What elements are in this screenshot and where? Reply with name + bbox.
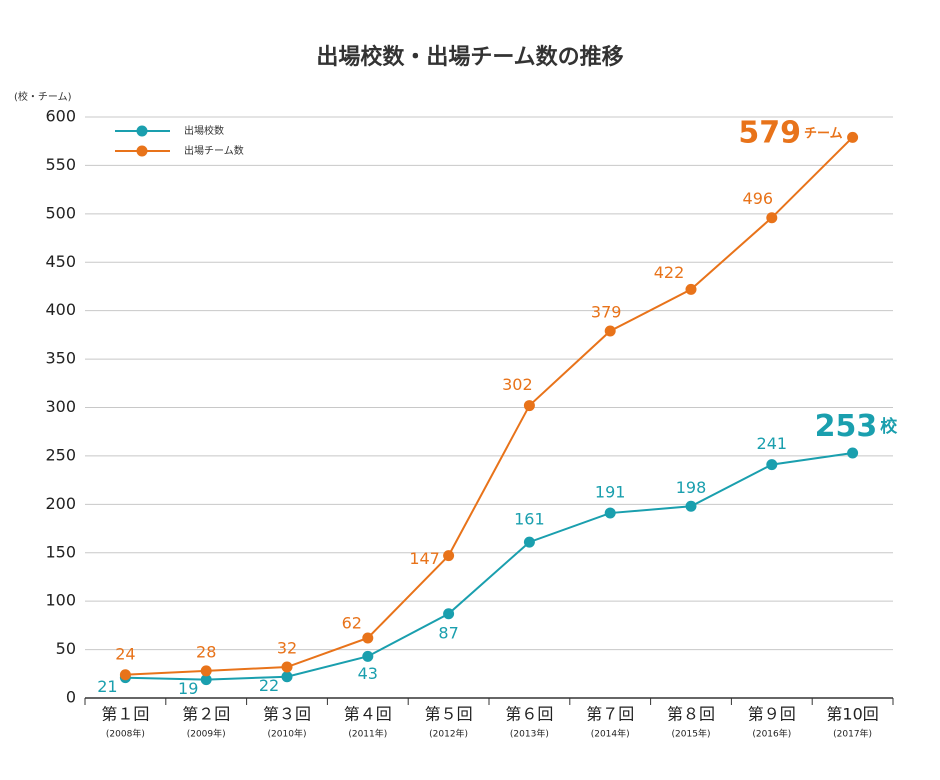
x-tick-label: 第８回 <box>667 705 715 724</box>
x-tick-label: 第９回 <box>748 705 796 724</box>
x-tick-sublabel: (2012年) <box>429 728 468 740</box>
data-label: 579 チーム <box>738 115 842 150</box>
data-label: 379 <box>591 303 622 322</box>
y-axis-label: (校・チーム) <box>14 90 72 103</box>
data-point <box>523 400 535 412</box>
data-label: 161 <box>514 510 545 529</box>
x-tick-label: 第１回 <box>101 705 149 724</box>
legend-marker <box>136 125 148 137</box>
series-line <box>125 136 854 676</box>
data-point <box>847 447 859 459</box>
y-tick-label: 200 <box>45 494 76 513</box>
x-tick-sublabel: (2009年) <box>187 728 226 740</box>
chart-title: 出場校数・出場チーム数の推移 <box>316 44 623 70</box>
data-label: 191 <box>595 483 626 502</box>
y-tick-label: 100 <box>45 591 76 610</box>
x-tick-label: 第４回 <box>344 705 392 724</box>
x-tick-sublabel: (2011年) <box>348 728 387 740</box>
legend-label: 出場チーム数 <box>184 144 244 157</box>
x-tick-sublabel: (2015年) <box>672 728 711 740</box>
data-label: 28 <box>196 642 216 661</box>
y-tick-label: 550 <box>45 155 76 174</box>
y-tick-label: 400 <box>45 300 76 319</box>
x-tick-label: 第６回 <box>505 705 553 724</box>
data-point <box>523 536 535 548</box>
data-point <box>443 608 455 620</box>
data-point <box>847 131 859 143</box>
data-label: 21 <box>97 677 117 696</box>
legend-label: 出場校数 <box>184 124 224 137</box>
data-point <box>119 669 131 681</box>
data-label: 147 <box>409 549 440 568</box>
data-label: 19 <box>178 679 198 698</box>
x-tick-sublabel: (2008年) <box>106 728 145 740</box>
data-point <box>604 507 616 519</box>
x-tick-label: 第３回 <box>263 705 311 724</box>
data-point <box>200 674 212 686</box>
x-tick-sublabel: (2014年) <box>591 728 630 740</box>
data-point <box>200 665 212 677</box>
data-label: 87 <box>438 623 458 642</box>
data-point <box>604 325 616 337</box>
x-tick-sublabel: (2016年) <box>752 728 791 740</box>
data-point <box>362 632 374 644</box>
x-tick-label: 第２回 <box>182 705 230 724</box>
data-label: 253 校 <box>815 409 899 444</box>
x-tick-label: 第10回 <box>826 705 878 724</box>
data-label-unit: チーム <box>804 126 843 141</box>
data-label-value: 579 <box>738 115 801 150</box>
x-tick-sublabel: (2010年) <box>268 728 307 740</box>
x-tick-sublabel: (2013年) <box>510 728 549 740</box>
data-label: 43 <box>358 664 378 683</box>
data-label: 24 <box>115 644 135 663</box>
data-label-unit: 校 <box>880 416 898 437</box>
data-point <box>362 650 374 662</box>
data-label: 32 <box>277 639 297 658</box>
data-label: 22 <box>259 676 279 695</box>
y-tick-label: 300 <box>45 397 76 416</box>
data-label: 422 <box>654 263 685 282</box>
y-tick-label: 150 <box>45 542 76 561</box>
data-label: 496 <box>743 189 774 208</box>
data-point <box>685 500 697 512</box>
y-tick-label: 250 <box>45 445 76 464</box>
data-point <box>685 283 697 295</box>
y-tick-label: 450 <box>45 252 76 271</box>
data-point <box>766 212 778 224</box>
legend-marker <box>136 145 148 157</box>
data-label: 241 <box>757 434 788 453</box>
x-tick-sublabel: (2017年) <box>833 728 872 740</box>
data-point <box>281 671 293 683</box>
y-tick-label: 350 <box>45 349 76 368</box>
data-label: 62 <box>342 613 362 632</box>
x-tick-label: 第５回 <box>425 705 473 724</box>
data-point <box>281 661 293 673</box>
series-line <box>125 452 853 681</box>
data-label: 302 <box>502 375 533 394</box>
data-point <box>766 459 778 471</box>
x-tick-label: 第７回 <box>586 705 634 724</box>
y-tick-label: 50 <box>56 639 76 658</box>
data-label: 198 <box>676 478 707 497</box>
data-label-value: 253 <box>815 409 878 444</box>
data-point <box>443 550 455 562</box>
y-tick-label: 600 <box>45 107 76 126</box>
y-tick-label: 500 <box>45 203 76 222</box>
y-tick-label: 0 <box>66 688 76 707</box>
